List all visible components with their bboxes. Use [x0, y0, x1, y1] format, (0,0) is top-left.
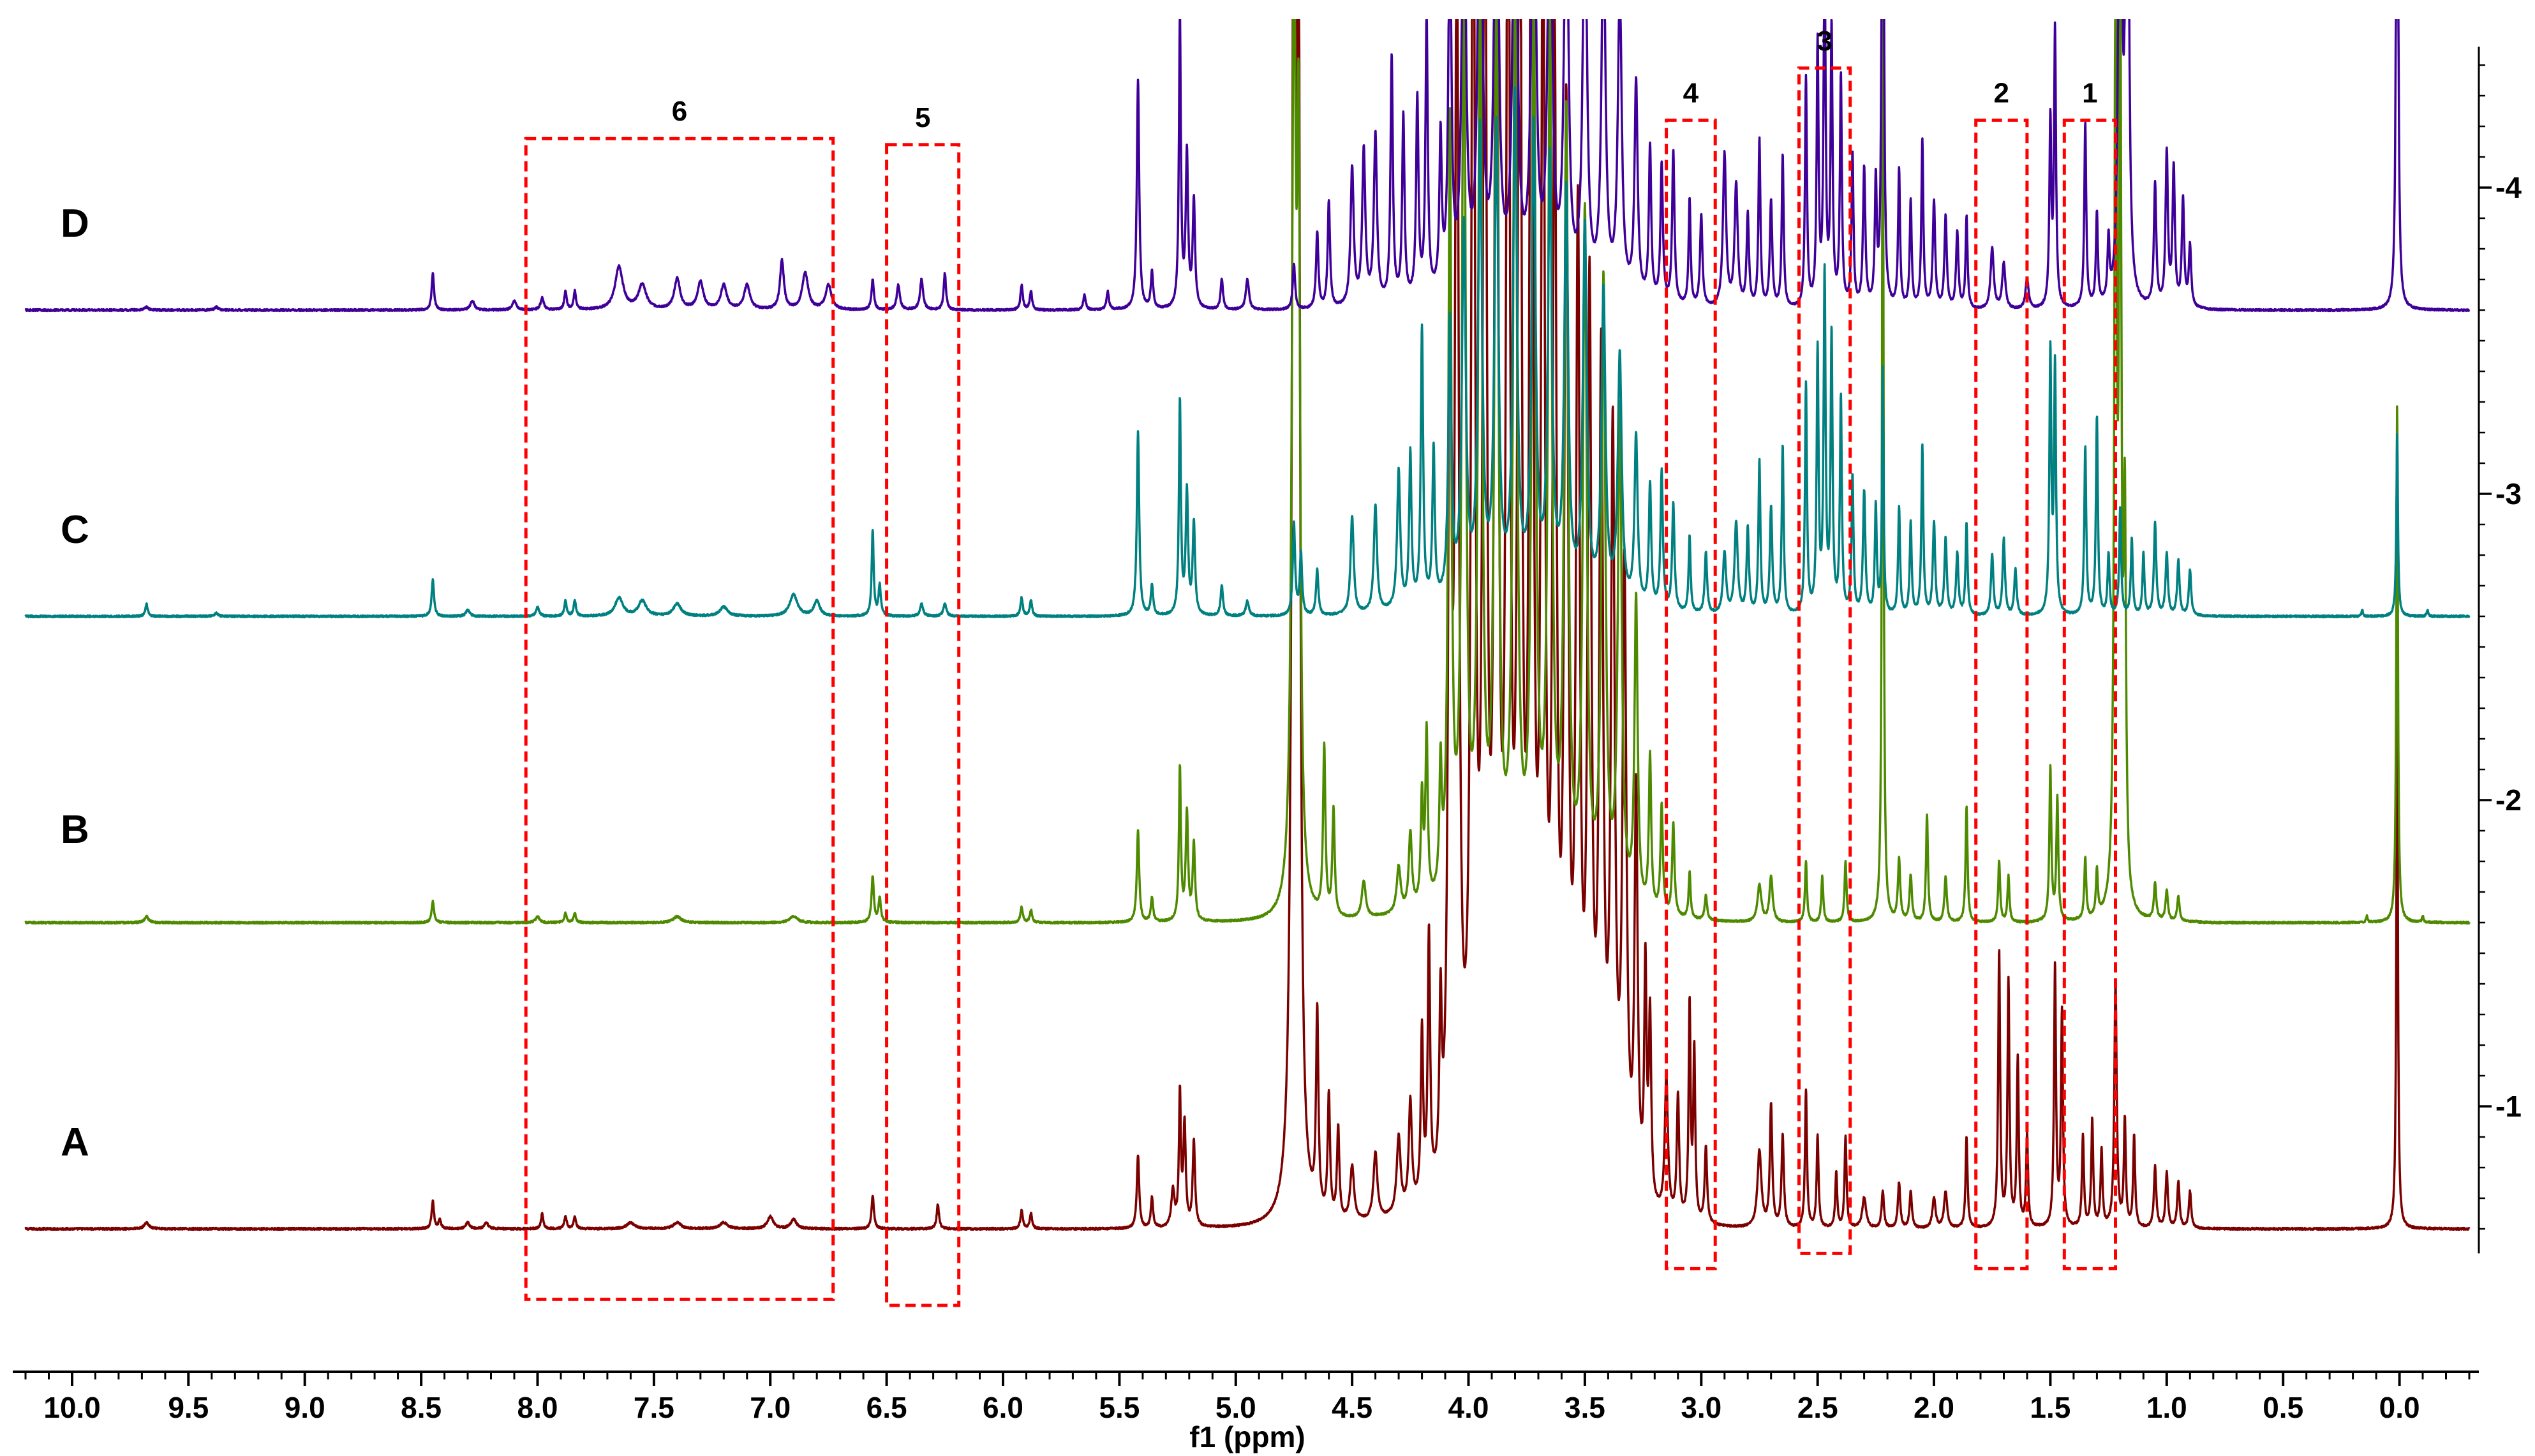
region-box-2 [1974, 118, 2029, 1270]
spectrum-line-b [24, 19, 2471, 925]
x-tick-label: 9.0 [285, 1391, 325, 1424]
y-tick-label: -2 [2495, 784, 2522, 817]
x-axis: 10.0 9.5 9.0 8.5 8.0 7.5 7.0 6.5 6.0 5.5 5.0 4.5 4.0… [13, 1371, 2479, 1453]
x-tick-label: 1.5 [2030, 1391, 2070, 1424]
x-tick-label: 4.0 [1448, 1391, 1489, 1424]
x-tick-label: 3.5 [1565, 1391, 1605, 1424]
x-tick-label: 6.5 [866, 1391, 907, 1424]
x-tick-label: 9.5 [168, 1391, 209, 1424]
region-label-4: 4 [1683, 77, 1699, 108]
y-tick-label: -4 [2495, 171, 2522, 204]
region-label-3: 3 [1817, 26, 1832, 57]
x-tick-label: 2.5 [1797, 1391, 1838, 1424]
y-tick-label: -3 [2495, 477, 2522, 510]
x-tick-label: 2.0 [1914, 1391, 1954, 1424]
x-tick-label: 6.0 [983, 1391, 1023, 1424]
x-axis-ticks: 10.0 9.5 9.0 8.5 8.0 7.5 7.0 6.5 6.0 5.5 5.0 4.5 4.0… [24, 1372, 2471, 1424]
spectrum-label-d: D [61, 202, 89, 246]
x-tick-label: 5.0 [1215, 1391, 1256, 1424]
region-box-6 [524, 137, 835, 1301]
x-tick-label: 8.5 [401, 1391, 442, 1424]
x-tick-label: 5.5 [1099, 1391, 1140, 1424]
spectrum-line-c [24, 86, 2471, 619]
x-tick-label: 1.0 [2146, 1391, 2187, 1424]
x-tick-label: 0.5 [2263, 1391, 2303, 1424]
region-box-4 [1665, 118, 1717, 1270]
y-axis-ticks: -1 -2 -3 -4 [2479, 64, 2522, 1230]
x-tick-label: 7.5 [634, 1391, 674, 1424]
spectrum-label-c: C [61, 508, 89, 552]
region-box-5 [885, 143, 961, 1307]
spectrum-line-d [24, 19, 2471, 313]
spectrum-label-b: B [61, 808, 89, 852]
region-box-1 [2062, 118, 2118, 1270]
x-tick-label: 3.0 [1681, 1391, 1721, 1424]
y-axis: -1 -2 -3 -4 [2478, 47, 2522, 1254]
spectrum-label-a: A [61, 1120, 89, 1164]
x-axis-title: f1 (ppm) [1189, 1420, 1305, 1453]
spectrum-labels: A B C D [61, 202, 89, 1164]
region-label-5: 5 [915, 102, 930, 133]
spectrum-line-a [24, 19, 2471, 1231]
region-label-6: 6 [672, 96, 687, 127]
x-tick-label: 7.0 [750, 1391, 791, 1424]
region-box-3 [1797, 66, 1852, 1255]
x-tick-label: 10.0 [43, 1391, 101, 1424]
x-tick-label: 4.5 [1332, 1391, 1372, 1424]
highlight-regions: 6 5 4 3 2 1 [524, 26, 2118, 1307]
y-tick-label: -1 [2495, 1090, 2522, 1123]
x-tick-label: 8.0 [517, 1391, 558, 1424]
region-label-1: 1 [2082, 77, 2097, 108]
x-tick-label: 0.0 [2379, 1391, 2420, 1424]
region-label-2: 2 [1994, 77, 2009, 108]
spectra-layer [24, 19, 2471, 1231]
